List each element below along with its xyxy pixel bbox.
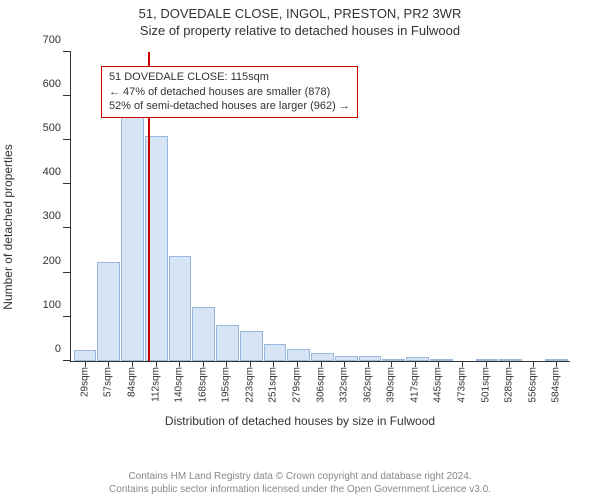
y-tick — [63, 95, 71, 96]
x-tick-label: 473sqm — [457, 367, 468, 403]
y-tick — [63, 272, 71, 273]
x-tick-label: 195sqm — [221, 367, 232, 403]
y-tick-label: 600 — [43, 78, 71, 90]
x-tick: 332sqm — [332, 361, 356, 406]
x-tick: 390sqm — [380, 361, 404, 406]
footer-line1: Contains HM Land Registry data © Crown c… — [0, 470, 600, 483]
x-tick-label: 140sqm — [174, 367, 185, 403]
y-tick-label: 200 — [43, 255, 71, 267]
x-tick-label: 57sqm — [103, 367, 114, 397]
x-tick: 445sqm — [427, 361, 451, 406]
x-tick: 362sqm — [356, 361, 380, 406]
histogram-bar — [264, 344, 287, 361]
x-tick-label: 501sqm — [480, 367, 491, 403]
x-tick: 29sqm — [73, 361, 97, 406]
x-tick: 528sqm — [497, 361, 521, 406]
x-tick-label: 84sqm — [126, 367, 137, 397]
x-tick: 223sqm — [238, 361, 262, 406]
x-tick: 306sqm — [309, 361, 333, 406]
x-tick-label: 556sqm — [527, 367, 538, 403]
info-box: 51 DOVEDALE CLOSE: 115sqm← 47% of detach… — [101, 66, 358, 119]
histogram-bar — [311, 353, 334, 361]
x-tick-label: 528sqm — [504, 367, 515, 403]
x-tick-label: 223sqm — [244, 367, 255, 403]
x-tick: 473sqm — [450, 361, 474, 406]
footer: Contains HM Land Registry data © Crown c… — [0, 470, 600, 496]
y-tick — [63, 227, 71, 228]
x-tick-label: 279sqm — [291, 367, 302, 403]
histogram-bar — [74, 350, 97, 361]
x-tick: 251sqm — [262, 361, 286, 406]
histogram-bar — [97, 262, 120, 361]
y-tick — [63, 360, 71, 361]
x-tick-label: 362sqm — [362, 367, 373, 403]
x-axis-label: Distribution of detached houses by size … — [0, 414, 600, 428]
info-box-line: 51 DOVEDALE CLOSE: 115sqm — [109, 70, 350, 85]
y-tick — [63, 139, 71, 140]
x-ticks: 29sqm 57sqm 84sqm 112sqm 140sqm 168sqm 195sqm 2… — [71, 361, 570, 406]
x-tick-label: 584sqm — [551, 367, 562, 403]
page-title: 51, DOVEDALE CLOSE, INGOL, PRESTON, PR2 … — [0, 0, 600, 23]
info-box-line: ← 47% of detached houses are smaller (87… — [109, 85, 350, 100]
histogram-bar — [240, 331, 263, 361]
x-tick-label: 168sqm — [197, 367, 208, 403]
info-box-line: 52% of semi-detached houses are larger (… — [109, 99, 350, 114]
y-tick-label: 300 — [43, 210, 71, 222]
x-tick: 112sqm — [144, 361, 168, 406]
x-tick-label: 112sqm — [150, 367, 161, 402]
y-tick-label: 700 — [43, 34, 71, 46]
x-tick-label: 251sqm — [268, 367, 279, 403]
plot-area: 29sqm57sqm84sqm112sqm140sqm168sqm195sqm2… — [70, 52, 570, 362]
y-axis-label: Number of detached properties — [1, 144, 15, 309]
x-tick-label: 29sqm — [79, 367, 90, 397]
y-tick-label: 400 — [43, 166, 71, 178]
x-tick: 584sqm — [545, 361, 569, 406]
x-tick: 57sqm — [97, 361, 121, 406]
x-tick-label: 306sqm — [315, 367, 326, 403]
x-tick-label: 390sqm — [386, 367, 397, 403]
histogram-bar — [169, 256, 192, 361]
x-tick: 279sqm — [285, 361, 309, 406]
y-tick-label: 500 — [43, 122, 71, 134]
x-tick-label: 332sqm — [339, 367, 350, 403]
histogram-chart: Number of detached properties 29sqm57sqm… — [20, 42, 580, 412]
x-tick: 168sqm — [191, 361, 215, 406]
page-subtitle: Size of property relative to detached ho… — [0, 23, 600, 42]
x-tick: 195sqm — [214, 361, 238, 406]
x-tick: 140sqm — [167, 361, 191, 406]
histogram-bar — [216, 325, 239, 361]
y-tick-label: 100 — [43, 299, 71, 311]
y-tick-label: 0 — [55, 343, 71, 355]
footer-line2: Contains public sector information licen… — [0, 483, 600, 496]
histogram-bar — [121, 111, 144, 360]
histogram-bar — [287, 349, 310, 361]
x-tick-label: 417sqm — [409, 367, 420, 403]
x-tick: 417sqm — [403, 361, 427, 406]
y-tick — [63, 51, 71, 52]
x-tick: 501sqm — [474, 361, 498, 406]
x-tick: 84sqm — [120, 361, 144, 406]
x-tick: 556sqm — [521, 361, 545, 406]
y-tick — [63, 316, 71, 317]
histogram-bar — [192, 307, 215, 361]
y-tick — [63, 183, 71, 184]
x-tick-label: 445sqm — [433, 367, 444, 403]
